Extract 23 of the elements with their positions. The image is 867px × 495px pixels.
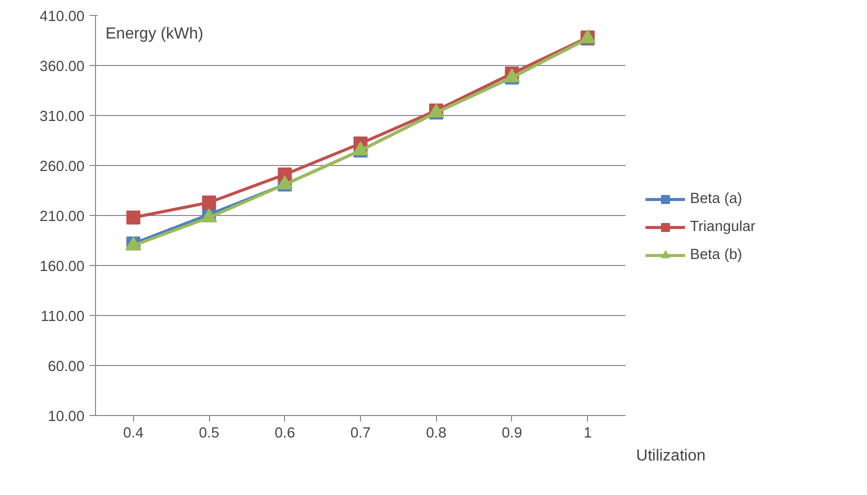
- legend-label: Triangular: [690, 219, 756, 235]
- point: [126, 210, 140, 224]
- legend-label: Beta (a): [690, 191, 742, 207]
- x-tick-label: 0.5: [198, 426, 220, 442]
- y-tick-label: 110.00: [40, 309, 85, 325]
- y-tick-label: 60.00: [48, 359, 85, 375]
- point: [202, 196, 216, 210]
- y-tick-label: 310.00: [40, 109, 84, 125]
- x-tick-label: 0.4: [123, 426, 144, 442]
- y-tick-label: 210.00: [40, 209, 84, 225]
- y-tick-label: 410.00: [40, 9, 84, 25]
- legend-label: Beta (b): [690, 247, 742, 263]
- y-tick-label: 260.00: [40, 159, 84, 175]
- x-tick-label: 0.7: [350, 426, 371, 442]
- y-tick-label: 360.00: [40, 59, 84, 75]
- x-axis-title: Utilization: [636, 448, 706, 464]
- x-tick-label: 0.9: [502, 426, 522, 442]
- x-tick-label: 0.8: [426, 426, 446, 442]
- x-tick-label: 0.6: [274, 426, 295, 442]
- y-tick-label: 10.00: [48, 409, 85, 425]
- y-axis-title: Energy (kWh): [106, 26, 204, 42]
- x-tick-label: 1: [584, 426, 592, 442]
- y-tick-label: 160.00: [40, 259, 84, 275]
